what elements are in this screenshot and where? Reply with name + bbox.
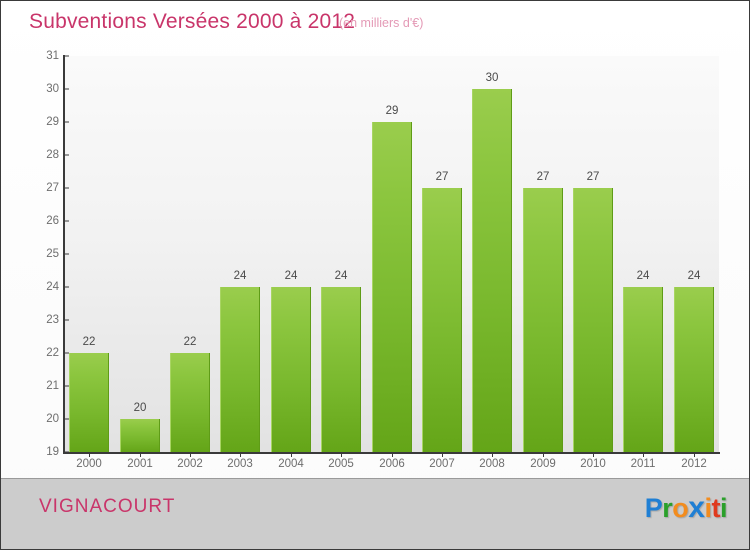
y-axis-tick-label: 27 (46, 182, 59, 194)
logo-letter: i (719, 493, 728, 523)
y-axis-tick-label: 22 (46, 347, 59, 359)
y-axis-tick-label: 24 (46, 281, 59, 293)
x-axis-tick-mark (240, 452, 241, 457)
y-axis-tick-label: 28 (46, 149, 59, 161)
x-axis-tick-mark (341, 452, 342, 457)
bar-group[interactable]: 24 2004 (271, 1, 311, 549)
bar[interactable] (170, 353, 210, 452)
proxiti-logo[interactable]: Proxiti (644, 491, 728, 525)
bar[interactable] (271, 287, 311, 452)
x-axis-tick-mark (694, 452, 695, 457)
y-axis-tick-label: 19 (46, 446, 59, 458)
bar-value-label: 30 (485, 72, 499, 84)
y-axis-tick-label: 20 (46, 413, 59, 425)
bar-group[interactable]: 24 2005 (321, 1, 361, 549)
x-axis-tick-mark (291, 452, 292, 457)
bar-value-label: 24 (284, 270, 298, 282)
logo-letter: r (662, 493, 673, 523)
bar-value-label: 29 (385, 105, 399, 117)
bar[interactable] (573, 188, 613, 452)
y-axis-tick-label: 26 (46, 215, 59, 227)
x-axis-tick-label: 2009 (530, 458, 556, 470)
bar[interactable] (69, 353, 109, 452)
bar-value-label: 20 (133, 402, 147, 414)
logo-letter: o (672, 493, 689, 523)
bar[interactable] (120, 419, 160, 452)
bar-group[interactable]: 24 2011 (623, 1, 663, 549)
x-axis-tick-mark (392, 452, 393, 457)
x-axis-tick-label: 2000 (76, 458, 102, 470)
logo-letter: t (711, 493, 720, 523)
bar-group[interactable]: 27 2009 (523, 1, 563, 549)
y-axis-tick-label: 29 (46, 116, 59, 128)
x-axis-tick-label: 2005 (328, 458, 354, 470)
logo-letter: x (688, 491, 705, 524)
x-axis-line (63, 452, 720, 454)
bar-group[interactable]: 24 2012 (674, 1, 714, 549)
bar[interactable] (220, 287, 260, 452)
bar[interactable] (372, 122, 412, 452)
x-axis-tick-mark (593, 452, 594, 457)
chart-header: Subventions Versées 2000 à 2012 (en mill… (1, 1, 749, 45)
x-axis-tick-mark (190, 452, 191, 457)
bar-group[interactable]: 30 2008 (472, 1, 512, 549)
x-axis-tick-label: 2008 (479, 458, 505, 470)
chart-footer: VIGNACOURT Proxiti (1, 478, 749, 549)
y-axis-tick-label: 21 (46, 380, 59, 392)
y-axis-labels: 19 20 21 22 23 24 25 26 27 28 29 30 31 (1, 1, 59, 549)
x-axis-tick-mark (543, 452, 544, 457)
bar-group[interactable]: 22 2000 (69, 1, 109, 549)
bar[interactable] (472, 89, 512, 452)
bar[interactable] (674, 287, 714, 452)
y-axis-tick-label: 31 (46, 50, 59, 62)
bar-value-label: 27 (586, 171, 600, 183)
bar-group[interactable]: 27 2010 (573, 1, 613, 549)
x-axis-tick-label: 2012 (681, 458, 707, 470)
bar-group[interactable]: 24 2003 (220, 1, 260, 549)
x-axis-tick-label: 2011 (630, 458, 656, 470)
x-axis-tick-label: 2007 (429, 458, 455, 470)
bar[interactable] (623, 287, 663, 452)
page-title: Subventions Versées 2000 à 2012 (29, 10, 356, 33)
logo-letter: i (704, 493, 712, 523)
bar-value-label: 24 (636, 270, 650, 282)
x-axis-tick-mark (643, 452, 644, 457)
bar-value-label: 24 (687, 270, 701, 282)
x-axis-tick-mark (140, 452, 141, 457)
bar-value-label: 24 (334, 270, 348, 282)
x-axis-tick-label: 2003 (227, 458, 253, 470)
bar-group[interactable]: 29 2006 (372, 1, 412, 549)
x-axis-tick-mark (442, 452, 443, 457)
y-axis-tick-label: 25 (46, 248, 59, 260)
bar-value-label: 22 (82, 336, 96, 348)
logo-letter: P (644, 493, 663, 523)
bar-value-label: 27 (536, 171, 550, 183)
bar-value-label: 24 (233, 270, 247, 282)
bar-group[interactable]: 22 2002 (170, 1, 210, 549)
x-axis-tick-label: 2001 (127, 458, 153, 470)
city-name-label: VIGNACOURT (39, 496, 176, 517)
bar[interactable] (523, 188, 563, 452)
x-axis-tick-mark (492, 452, 493, 457)
chart-subtitle: (en milliers d'€) (339, 16, 424, 30)
x-axis-tick-label: 2004 (278, 458, 304, 470)
x-axis-tick-mark (89, 452, 90, 457)
y-axis-tick-label: 30 (46, 83, 59, 95)
x-axis-tick-label: 2002 (177, 458, 203, 470)
bar-value-label: 27 (435, 171, 449, 183)
bar-group[interactable]: 20 2001 (120, 1, 160, 549)
bar-value-label: 22 (183, 336, 197, 348)
bar[interactable] (422, 188, 462, 452)
bar-group[interactable]: 27 2007 (422, 1, 462, 549)
bar[interactable] (321, 287, 361, 452)
y-axis-tick-label: 23 (46, 314, 59, 326)
x-axis-tick-label: 2006 (379, 458, 405, 470)
x-axis-tick-label: 2010 (580, 458, 606, 470)
